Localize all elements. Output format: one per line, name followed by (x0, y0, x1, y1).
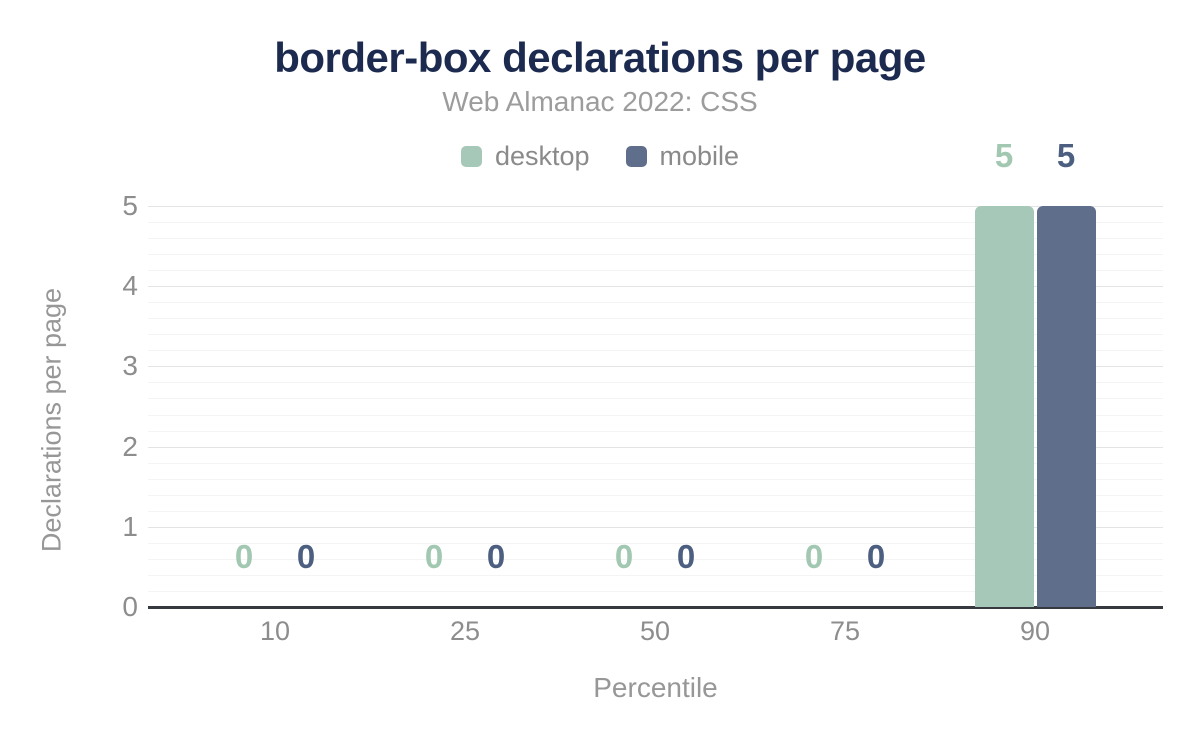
gridline-minor (148, 398, 1163, 400)
value-label-desktop-50: 0 (614, 538, 634, 575)
x-tick-label: 50 (639, 616, 671, 646)
legend: desktop mobile (0, 140, 1200, 172)
bar-mobile-90 (1036, 206, 1096, 607)
value-label-mobile-90: 5 (1056, 137, 1076, 174)
gridline-minor (148, 270, 1163, 272)
gridline-minor (148, 462, 1163, 464)
gridline-minor (148, 574, 1163, 576)
gridline-minor (148, 430, 1163, 432)
gridline-minor (148, 254, 1163, 256)
chart-subtitle: Web Almanac 2022: CSS (442, 86, 758, 117)
value-label-desktop-90: 5 (994, 137, 1014, 174)
y-tick-label: 0 (122, 591, 138, 622)
value-label-desktop-25: 0 (424, 538, 444, 575)
x-tick-label: 90 (1019, 616, 1051, 646)
gridline-major (148, 446, 1163, 448)
value-label-desktop-10: 0 (234, 538, 254, 575)
bar-desktop-90 (974, 206, 1034, 607)
gridline-minor (148, 318, 1163, 320)
gridline-minor (148, 558, 1163, 560)
y-tick-label: 5 (122, 190, 138, 221)
gridline-minor (148, 334, 1163, 336)
gridline-minor (148, 382, 1163, 384)
gridline-major (148, 286, 1163, 288)
mobile-swatch-icon (625, 145, 647, 167)
legend-label-desktop: desktop (494, 140, 590, 171)
y-axis-title: Declarations per page (36, 287, 67, 553)
value-label-mobile-10: 0 (296, 538, 316, 575)
y-tick-label: 3 (122, 350, 138, 382)
chart-title: border-box declarations per page (274, 34, 926, 81)
gridline-minor (148, 414, 1163, 416)
x-tick-label: 10 (259, 616, 291, 646)
value-label-desktop-75: 0 (804, 538, 824, 575)
gridline-minor (148, 542, 1163, 544)
legend-item-mobile: mobile (625, 140, 740, 172)
gridline-major (148, 526, 1163, 528)
desktop-swatch-icon (460, 145, 482, 167)
value-label-mobile-50: 0 (676, 538, 696, 575)
gridline-minor (148, 510, 1163, 512)
x-tick-label: 25 (449, 616, 481, 646)
legend-item-desktop: desktop (460, 140, 590, 172)
gridline-minor (148, 590, 1163, 592)
gridline-minor (148, 222, 1163, 224)
gridline-minor (148, 238, 1163, 240)
y-tick-label: 1 (122, 510, 138, 542)
legend-label-mobile: mobile (659, 140, 740, 171)
x-axis-line (148, 605, 1163, 609)
gridline-major (148, 366, 1163, 368)
gridline-minor (148, 478, 1163, 480)
x-tick-label: 75 (829, 616, 861, 646)
gridline-minor (148, 302, 1163, 304)
gridline-minor (148, 494, 1163, 496)
x-axis-title: Percentile (593, 672, 718, 703)
value-label-mobile-75: 0 (866, 538, 886, 575)
gridline-minor (148, 350, 1163, 352)
value-label-mobile-25: 0 (486, 538, 506, 575)
gridline-major (148, 206, 1163, 207)
y-tick-label: 4 (122, 270, 138, 302)
y-tick-label: 2 (122, 430, 138, 462)
